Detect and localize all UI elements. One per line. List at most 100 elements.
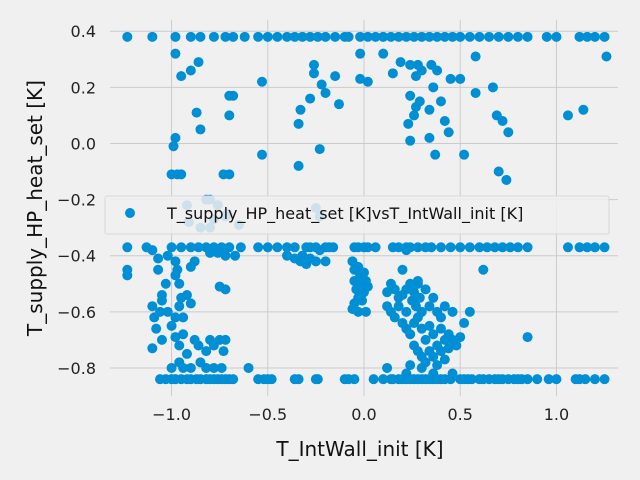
data-point — [489, 242, 500, 253]
data-point — [424, 31, 435, 42]
data-point — [582, 242, 593, 253]
data-point — [512, 31, 523, 42]
data-point — [189, 256, 200, 267]
data-point — [220, 250, 231, 261]
data-point — [289, 31, 300, 42]
data-point — [362, 242, 373, 253]
data-point — [387, 68, 398, 79]
data-point — [316, 79, 327, 90]
data-point — [147, 245, 158, 256]
data-point — [424, 320, 435, 331]
data-point — [416, 323, 427, 334]
data-point — [589, 374, 600, 385]
data-point — [181, 348, 192, 359]
data-point — [151, 323, 162, 334]
data-point — [220, 284, 231, 295]
legend-label: T_supply_HP_heat_set [K]vsT_IntWall_init… — [166, 204, 523, 224]
data-point — [170, 270, 181, 281]
data-point — [170, 312, 181, 323]
data-point — [230, 250, 241, 261]
data-point — [428, 351, 439, 362]
data-point — [370, 242, 381, 253]
data-point — [368, 374, 379, 385]
data-point — [501, 174, 512, 185]
data-point — [201, 362, 212, 373]
data-point — [378, 374, 389, 385]
x-tick-label: 1.0 — [544, 405, 569, 424]
data-point — [405, 59, 416, 70]
data-point — [420, 334, 431, 345]
data-point — [464, 242, 475, 253]
data-point — [166, 362, 177, 373]
data-point — [328, 242, 339, 253]
data-point — [512, 242, 523, 253]
data-point — [195, 124, 206, 135]
data-point — [599, 374, 610, 385]
data-point — [382, 362, 393, 373]
data-point — [439, 31, 450, 42]
data-point — [272, 31, 283, 42]
data-point — [562, 242, 573, 253]
data-point — [551, 374, 562, 385]
data-point — [403, 118, 414, 129]
data-point — [464, 31, 475, 42]
data-point — [574, 31, 585, 42]
data-point — [459, 149, 470, 160]
data-point — [166, 320, 177, 331]
data-point — [272, 242, 283, 253]
data-point — [147, 31, 158, 42]
data-point — [424, 301, 435, 312]
data-point — [266, 374, 277, 385]
data-point — [459, 318, 470, 329]
data-point — [439, 354, 450, 365]
data-point — [522, 31, 533, 42]
data-point — [435, 242, 446, 253]
data-point — [310, 256, 321, 267]
data-point — [401, 245, 412, 256]
data-point — [343, 31, 354, 42]
data-point — [455, 332, 466, 343]
data-point — [445, 73, 456, 84]
data-point — [503, 127, 514, 138]
data-point — [405, 135, 416, 146]
data-point — [176, 71, 187, 82]
data-point — [447, 306, 458, 317]
data-point — [505, 242, 516, 253]
data-point — [156, 295, 167, 306]
data-point — [428, 329, 439, 340]
data-point — [395, 57, 406, 68]
legend-marker — [125, 208, 135, 218]
data-point — [412, 242, 423, 253]
x-tick-label: −1.0 — [152, 405, 191, 424]
data-point — [305, 93, 316, 104]
data-point — [162, 306, 173, 317]
data-point — [178, 362, 189, 373]
data-point — [224, 169, 235, 180]
data-point — [360, 306, 371, 317]
data-point — [497, 116, 508, 127]
data-point — [389, 312, 400, 323]
data-point — [470, 87, 481, 98]
data-point — [297, 250, 308, 261]
data-point — [330, 31, 341, 42]
x-tick-label: 0.0 — [351, 405, 376, 424]
data-point — [435, 312, 446, 323]
data-point — [312, 374, 323, 385]
data-point — [320, 87, 331, 98]
x-axis-label: T_IntWall_init [K] — [275, 437, 443, 461]
data-point — [262, 31, 273, 42]
data-point — [551, 31, 562, 42]
data-point — [599, 31, 610, 42]
data-point — [362, 281, 373, 292]
data-point — [393, 301, 404, 312]
data-point — [428, 292, 439, 303]
y-tick-label: −0.6 — [57, 303, 96, 322]
data-point — [451, 340, 462, 351]
data-point — [493, 166, 504, 177]
data-point — [243, 362, 254, 373]
data-point — [160, 278, 171, 289]
data-point — [178, 312, 189, 323]
data-point — [522, 374, 533, 385]
y-tick-label: 0.0 — [71, 134, 96, 153]
